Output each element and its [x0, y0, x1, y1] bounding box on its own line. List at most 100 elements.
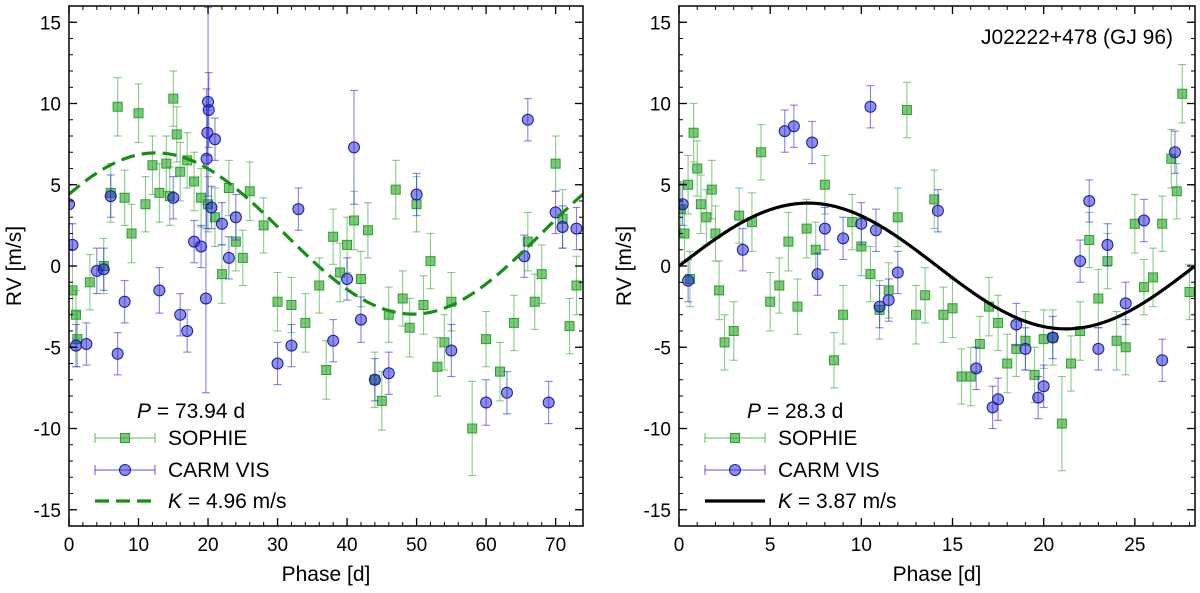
sophie-point: [168, 93, 179, 104]
panel-1-xtick-label: 0: [64, 535, 75, 556]
legend-k-symbol: K: [778, 490, 793, 513]
carm-point: [111, 347, 124, 360]
sophie-point: [828, 355, 839, 366]
carm-point: [410, 188, 423, 201]
legend-sophie-marker: [120, 433, 130, 443]
carm-point: [69, 198, 75, 211]
sophie-point: [701, 212, 712, 223]
carm-point: [1092, 342, 1105, 355]
carm-point: [682, 274, 695, 287]
panel-1-xlabel: Phase [d]: [282, 563, 371, 586]
sophie-point: [147, 160, 158, 171]
carm-point: [1119, 297, 1132, 310]
carm-point: [891, 266, 904, 279]
carm-point: [882, 294, 895, 307]
carm-point: [222, 251, 235, 264]
carm-point: [500, 386, 513, 399]
sophie-point: [974, 339, 985, 349]
sophie-point: [801, 223, 812, 234]
sophie-point: [1111, 335, 1122, 346]
sophie-point: [418, 300, 429, 310]
panel-2-ytick-label: -10: [644, 420, 671, 441]
carm-point: [97, 263, 110, 276]
panel-1-xtick-label: 70: [545, 535, 566, 556]
panel-1-xtick-label: 50: [406, 535, 427, 556]
panel-1-xtick-label: 20: [197, 535, 218, 556]
panel-2-xtick-label: 0: [674, 535, 685, 556]
sophie-point: [126, 228, 137, 239]
sophie-point: [1038, 334, 1049, 345]
sophie-point: [355, 274, 366, 284]
carm-point: [181, 325, 194, 337]
carm-point: [382, 367, 395, 380]
panel-2-title: J02222+478 (GJ 96): [981, 26, 1173, 49]
panel-2-ytick-label: -5: [654, 338, 671, 359]
carm-point: [80, 338, 93, 350]
panel-2-ytick-label: 15: [650, 13, 671, 34]
carm-point: [368, 373, 381, 386]
carm-point: [195, 240, 208, 253]
carm-point: [970, 362, 983, 375]
sophie-point: [328, 231, 339, 242]
legend-label: SOPHIE: [778, 427, 857, 450]
sophie-point: [1171, 186, 1182, 197]
sophie-point: [258, 220, 269, 231]
sophie-point: [1029, 369, 1040, 380]
panel-1-ytick-label: 0: [50, 257, 61, 278]
panel-1-ytick-label: -10: [34, 420, 61, 441]
sophie-point: [1138, 282, 1149, 293]
carm-point: [205, 201, 218, 214]
carm-point: [354, 313, 367, 326]
sophie-point: [425, 256, 436, 267]
sophie-point: [892, 212, 903, 223]
carm-point: [542, 396, 555, 409]
sophie-point: [1093, 293, 1104, 304]
sophie-point: [112, 101, 123, 112]
sophie-point: [439, 337, 450, 348]
legend-k-value: = 3.87 m/s: [792, 490, 896, 513]
sophie-point: [300, 317, 311, 328]
carm-point: [837, 232, 850, 245]
panel-1-xtick-label: 60: [476, 535, 497, 556]
carm-point: [202, 104, 215, 116]
sophie-point: [175, 166, 186, 177]
sophie-point: [1177, 88, 1188, 99]
sophie-point: [467, 423, 478, 434]
sophie-point: [237, 252, 248, 263]
sophie-point: [404, 322, 415, 333]
panel-2-ytick-label: 0: [660, 257, 671, 278]
panel-2-xtick-label: 10: [851, 535, 872, 556]
legend-label: K = 3.87 m/s: [778, 490, 896, 513]
sophie-point: [728, 326, 739, 336]
panel-2-period-label: P = 28.3 d: [747, 400, 843, 423]
panel-1-ylabel: RV [m/s]: [3, 226, 26, 306]
panel-1-xtick-label: 30: [267, 535, 288, 556]
panel-2-plot-area: [679, 63, 1195, 472]
panel-1-ytick-label: 10: [40, 95, 61, 116]
panel-1-model-curve: [69, 151, 583, 316]
panel-1-ytick-label: -15: [34, 501, 61, 522]
carm-point: [271, 357, 284, 370]
panel-1-xtick-label: 40: [336, 535, 357, 556]
sophie-point: [286, 300, 297, 310]
carm-point: [201, 126, 214, 139]
sophie-point: [189, 176, 200, 187]
legend-k-symbol: K: [168, 490, 183, 513]
carm-point: [1168, 146, 1181, 159]
panel-2-series-carm-vis: [679, 85, 1181, 430]
sophie-point: [161, 158, 172, 169]
carm-point: [1074, 255, 1087, 268]
carm-point: [570, 222, 583, 235]
sophie-point: [819, 179, 830, 190]
carm-point: [806, 136, 819, 149]
panel-1-period-label: P = 73.94 d: [137, 400, 245, 423]
carm-point: [1156, 354, 1169, 367]
carm-point: [1032, 391, 1045, 404]
panel-1-plot-area: [69, 7, 583, 477]
sophie-point: [362, 225, 373, 236]
panel-2-xtick-label: 20: [1033, 535, 1054, 556]
sophie-point: [272, 296, 283, 307]
panel-2-ytick-label: -15: [644, 501, 671, 522]
